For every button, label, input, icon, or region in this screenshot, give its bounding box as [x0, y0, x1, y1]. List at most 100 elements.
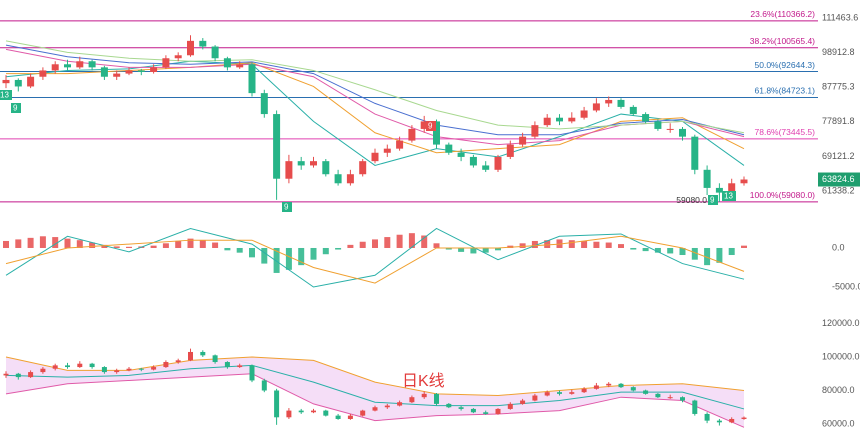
- candle-body: [14, 79, 22, 87]
- boll-candle-body: [224, 362, 230, 368]
- boll-candle-body: [643, 390, 649, 394]
- marker-box: [426, 121, 436, 131]
- y-tick-label: 77891.8: [822, 116, 855, 126]
- y-tick-label: 61338.2: [822, 185, 855, 195]
- macd-bar: [3, 240, 9, 248]
- boll-candle-body: [421, 393, 427, 398]
- boll-candle-body: [249, 365, 255, 381]
- macd-bar: [175, 240, 182, 248]
- candle-body: [174, 55, 182, 59]
- boll-candle-body: [532, 395, 538, 401]
- candle-body: [592, 103, 600, 111]
- boll-candle-body: [458, 407, 464, 409]
- boll-candle-body: [175, 360, 181, 363]
- macd-bar: [224, 247, 231, 251]
- boll-candle-body: [65, 365, 70, 368]
- macd-bar: [458, 247, 465, 252]
- boll-candle-body: [3, 373, 9, 376]
- candle-body: [531, 125, 539, 137]
- macd-bar: [113, 246, 120, 248]
- macd-bar: [396, 234, 403, 248]
- boll-candle-body: [274, 390, 280, 418]
- boll-candle-body: [593, 385, 599, 389]
- macd-bar: [285, 247, 292, 270]
- macd-bar: [273, 247, 280, 273]
- y-tick-label: 111463.6: [822, 12, 858, 22]
- price-tag: 63824.6: [822, 174, 855, 184]
- boll-candle-body: [409, 397, 415, 403]
- macd-bar: [372, 239, 378, 248]
- macd-bar: [64, 238, 71, 248]
- macd-bar: [384, 237, 391, 248]
- y-tick-label: 98912.8: [822, 47, 855, 57]
- fib-label: 100.0%(59080.0): [750, 190, 815, 200]
- boll-candle-body: [630, 387, 636, 391]
- candle-body: [715, 187, 723, 193]
- candle-body: [506, 144, 514, 157]
- boll-candle-body: [188, 351, 193, 361]
- candle-body: [703, 169, 711, 188]
- candle-body: [285, 161, 293, 179]
- candle-body: [556, 117, 563, 122]
- boll-candle-body: [163, 362, 169, 368]
- macd-bar: [495, 247, 501, 251]
- candle-body: [482, 165, 490, 170]
- marker-text: 9: [284, 203, 289, 212]
- boll-mid: [5, 364, 745, 410]
- macd-bar: [101, 244, 108, 248]
- boll-candle-body: [15, 373, 21, 378]
- candle-body: [494, 156, 502, 170]
- macd-bar: [544, 240, 551, 248]
- marker-box: [722, 191, 736, 201]
- macd-bar: [52, 237, 59, 248]
- candle-body: [740, 179, 748, 184]
- boll-tick-label: 120000.0: [822, 318, 860, 328]
- y-tick-label: 87775.3: [822, 82, 855, 92]
- candle-body: [297, 161, 305, 166]
- boll-candle-body: [520, 400, 526, 404]
- macd-bar: [691, 247, 698, 260]
- candle-body: [568, 117, 576, 122]
- macd-tick-label: 0.0: [832, 242, 845, 252]
- macd-bar: [322, 247, 329, 255]
- candle-body: [248, 64, 256, 94]
- candle-body: [617, 99, 625, 107]
- boll-candle-body: [28, 372, 34, 378]
- boll-candle-body: [618, 383, 624, 388]
- macd-bar: [347, 244, 354, 248]
- macd-bar: [150, 245, 157, 248]
- macd-bar: [298, 247, 305, 266]
- macd-bar: [568, 240, 575, 248]
- macd-bar: [519, 243, 526, 248]
- candle-body: [408, 128, 416, 141]
- macd-bar: [261, 247, 268, 264]
- candle-body: [88, 61, 96, 68]
- candle-body: [383, 148, 391, 153]
- macd-bar: [187, 238, 194, 248]
- boll-candle-body: [704, 413, 710, 421]
- panel-label: 日K线: [402, 372, 445, 390]
- candle-body: [27, 76, 35, 87]
- boll-candle-body: [77, 363, 83, 368]
- macd-bar: [359, 241, 366, 248]
- candle-body: [150, 67, 158, 73]
- candle-body: [2, 79, 10, 84]
- boll-candle-body: [40, 368, 46, 373]
- macd-bar: [654, 247, 661, 253]
- macd-bar: [433, 243, 440, 248]
- boll-candle-body: [716, 420, 722, 423]
- macd-bar: [421, 235, 428, 248]
- macd-bar: [310, 247, 317, 260]
- boll-candle-body: [470, 408, 476, 413]
- macd-bar: [605, 242, 612, 248]
- candle-body: [236, 64, 244, 68]
- fib-label: 23.6%(110366.2): [750, 9, 815, 19]
- candle-body: [100, 67, 108, 77]
- y-tick-label: 69121.2: [822, 151, 855, 161]
- candle-body: [199, 40, 207, 47]
- marker-text: 13: [0, 91, 9, 100]
- macd-bar: [236, 247, 243, 253]
- boll-candle-body: [200, 351, 206, 356]
- macd-bar: [630, 247, 637, 250]
